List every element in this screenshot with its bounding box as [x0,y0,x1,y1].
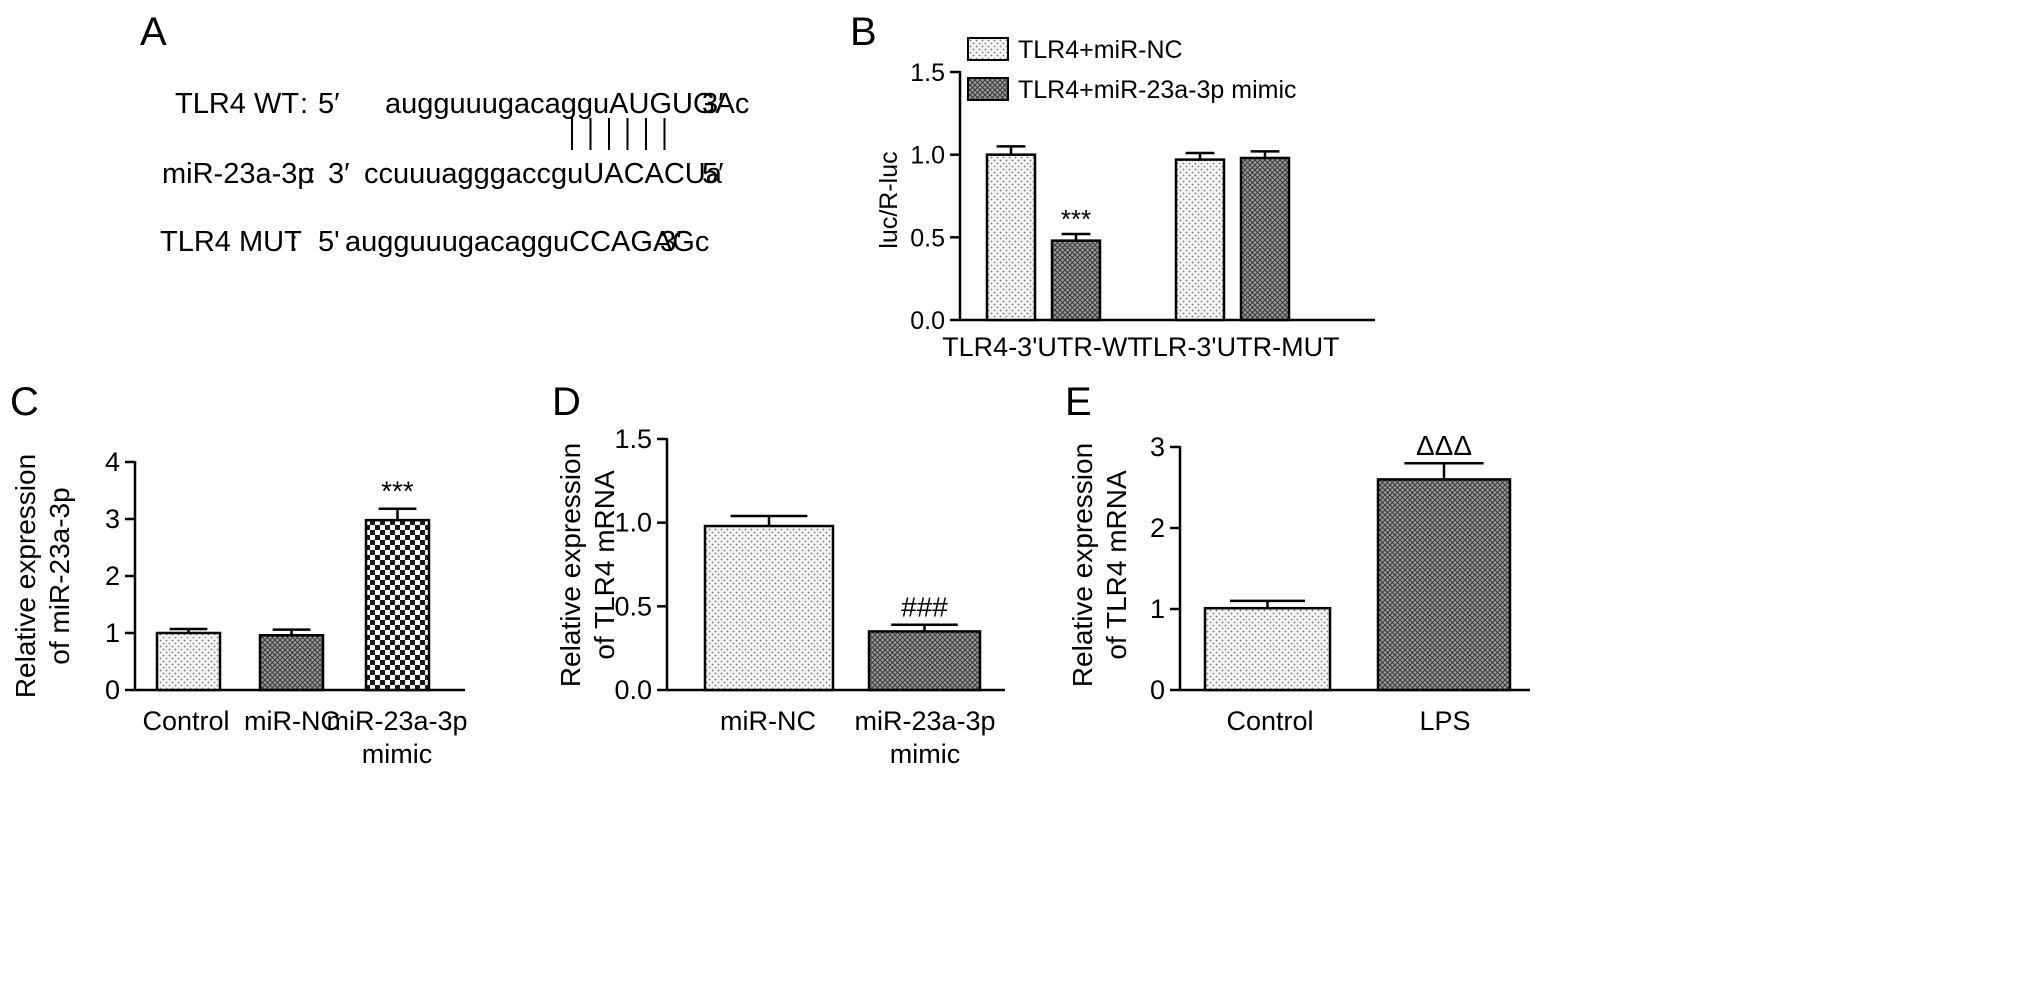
x-tick-label-line: miR-NC [720,706,816,736]
y-axis-label-line: luc/R-luc [875,151,903,248]
y-tick-label: 1.5 [910,59,945,87]
x-tick-label: miR-NC [244,706,340,736]
x-tick-label: LPS [1419,706,1470,736]
tlr4-mut-sep: : [290,226,299,258]
bar [155,631,222,692]
y-tick-label: 1 [1150,594,1165,624]
y-axis-label-line: of TLR4 mRNA [1101,470,1132,660]
mir-label: miR-23a-3p [162,158,314,190]
bar [1050,239,1102,322]
y-tick-label: 2 [105,561,120,591]
panel-letter-a: A [140,10,167,54]
panel-letter-b: B [850,10,877,54]
y-axis-label: luc/R-luc [875,151,903,248]
tlr4-mut-prime5: 5' [318,226,340,258]
y-axis-label: Relative expression of TLR4 mRNA [1067,443,1132,687]
bar [1203,606,1332,692]
legend-swatch [967,37,1009,61]
x-tick-label-line: Control [142,706,229,736]
bar [258,634,325,692]
bar [1174,158,1226,322]
chart-panel-c: 0 1 2 3 4 Relative expression of miR-23a-3p ***… [10,447,468,769]
bar [1376,478,1512,692]
y-tick-label: 2 [1150,513,1165,543]
y-tick-label: 3 [105,504,120,534]
tlr4-wt-sep: : [300,88,309,120]
panel-letter-c: C [10,380,39,424]
x-tick-label-line: LPS [1419,706,1470,736]
y-axis-label-line: Relative expression [10,454,41,698]
mir-prime5: 3′ [328,158,350,190]
y-tick-label: 1.0 [614,508,652,538]
tlr4-mut-label: TLR4 MUT [160,226,302,258]
y-tick-label: 4 [105,447,120,477]
y-tick-label: 0 [1150,675,1165,705]
bar [703,524,835,692]
x-tick-label: Control [142,706,229,736]
mir-prime3: 5′ [702,158,724,190]
x-tick-label-line: miR-23a-3p [854,706,995,736]
x-tick-label: miR-23a-3p mimic [326,706,467,769]
y-tick-label: 3 [1150,432,1165,462]
bar [985,153,1037,322]
x-tick-label: TLR4-3'UTR-WT [942,332,1144,362]
bar [364,518,431,692]
significance-marker: ### [901,592,948,623]
tlr4-wt-label: TLR4 WT [175,88,300,120]
x-tick-label: Control [1226,706,1313,736]
y-axis-label-line: Relative expression [1067,443,1098,687]
y-axis-label-line: of TLR4 mRNA [589,470,620,660]
tlr4-mut-prime3: 3' [660,226,682,258]
panel-letter-e: E [1065,380,1092,424]
legend: TLR4+miR-NC TLR4+miR-23a-3p mimic [967,36,1297,104]
x-tick-label-line: miR-NC [244,706,340,736]
y-tick-label: 0.5 [614,591,652,621]
chart-panel-e: 0 1 2 3 Relative expression of TLR4 mRNA ΔΔΔ Co… [1067,430,1530,736]
base-pairing-lines [571,118,666,150]
y-axis-label-line: Relative expression [555,443,586,687]
tlr4-wt-sequence: augguuugacagguAUGUGAc [385,88,750,120]
x-tick-label-line: mimic [890,739,960,769]
x-tick-label-line: miR-23a-3p [326,706,467,736]
y-axis-label: Relative expression of miR-23a-3p [10,454,75,698]
y-axis-label-line: of miR-23a-3p [44,487,75,664]
y-axis-label: Relative expression of TLR4 mRNA [555,443,620,687]
legend-label: TLR4+miR-23a-3p mimic [1018,76,1297,104]
y-tick-label: 1.5 [614,424,652,454]
bar [867,630,982,692]
y-tick-label: 0 [105,675,120,705]
y-tick-label: 1.0 [910,142,945,170]
y-tick-label: 0.5 [910,224,945,252]
bar [1239,156,1291,322]
legend-label: TLR4+miR-NC [1018,36,1183,64]
panel-letter-d: D [552,380,581,424]
tlr4-wt-prime3: 3′ [702,88,724,120]
tlr4-wt-prime5: 5′ [318,88,340,120]
x-tick-label-line: Control [1226,706,1313,736]
tlr4-mut-sequence: augguuugacagguCCAGAGc [345,226,710,258]
x-tick-label: miR-23a-3p mimic [854,706,995,769]
legend-swatch [967,77,1009,101]
y-tick-label: 1 [105,618,120,648]
y-tick-label: 0.0 [910,307,945,335]
x-tick-label-line: mimic [362,739,432,769]
y-tick-label: 0.0 [614,675,652,705]
mir-sep: : [308,158,317,190]
mir-sequence: ccuuuagggaccguUACACUa [364,158,722,190]
x-tick-label: TLR-3'UTR-MUT [1136,332,1339,362]
significance-marker: ΔΔΔ [1416,430,1472,461]
x-tick-label: miR-NC [720,706,816,736]
significance-marker: *** [381,476,414,507]
significance-marker: *** [1061,204,1091,234]
